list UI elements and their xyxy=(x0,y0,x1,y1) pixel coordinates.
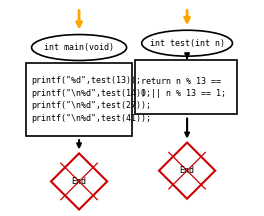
Bar xyxy=(135,60,237,114)
Text: End: End xyxy=(180,166,195,175)
Polygon shape xyxy=(159,143,215,199)
Text: End: End xyxy=(72,177,87,186)
Text: printf("%d",test(13));
printf("\n%d",test(14));
printf("\n%d",test(27));
printf(: printf("%d",test(13)); printf("\n%d",tes… xyxy=(32,76,152,123)
Text: int test(int n): int test(int n) xyxy=(150,39,225,48)
Text: int main(void): int main(void) xyxy=(44,43,114,52)
Bar xyxy=(26,63,132,136)
Ellipse shape xyxy=(32,35,127,60)
Polygon shape xyxy=(51,153,107,210)
Ellipse shape xyxy=(142,30,232,56)
Text: return n % 13 ==
0 || n % 13 == 1;: return n % 13 == 0 || n % 13 == 1; xyxy=(141,77,226,98)
